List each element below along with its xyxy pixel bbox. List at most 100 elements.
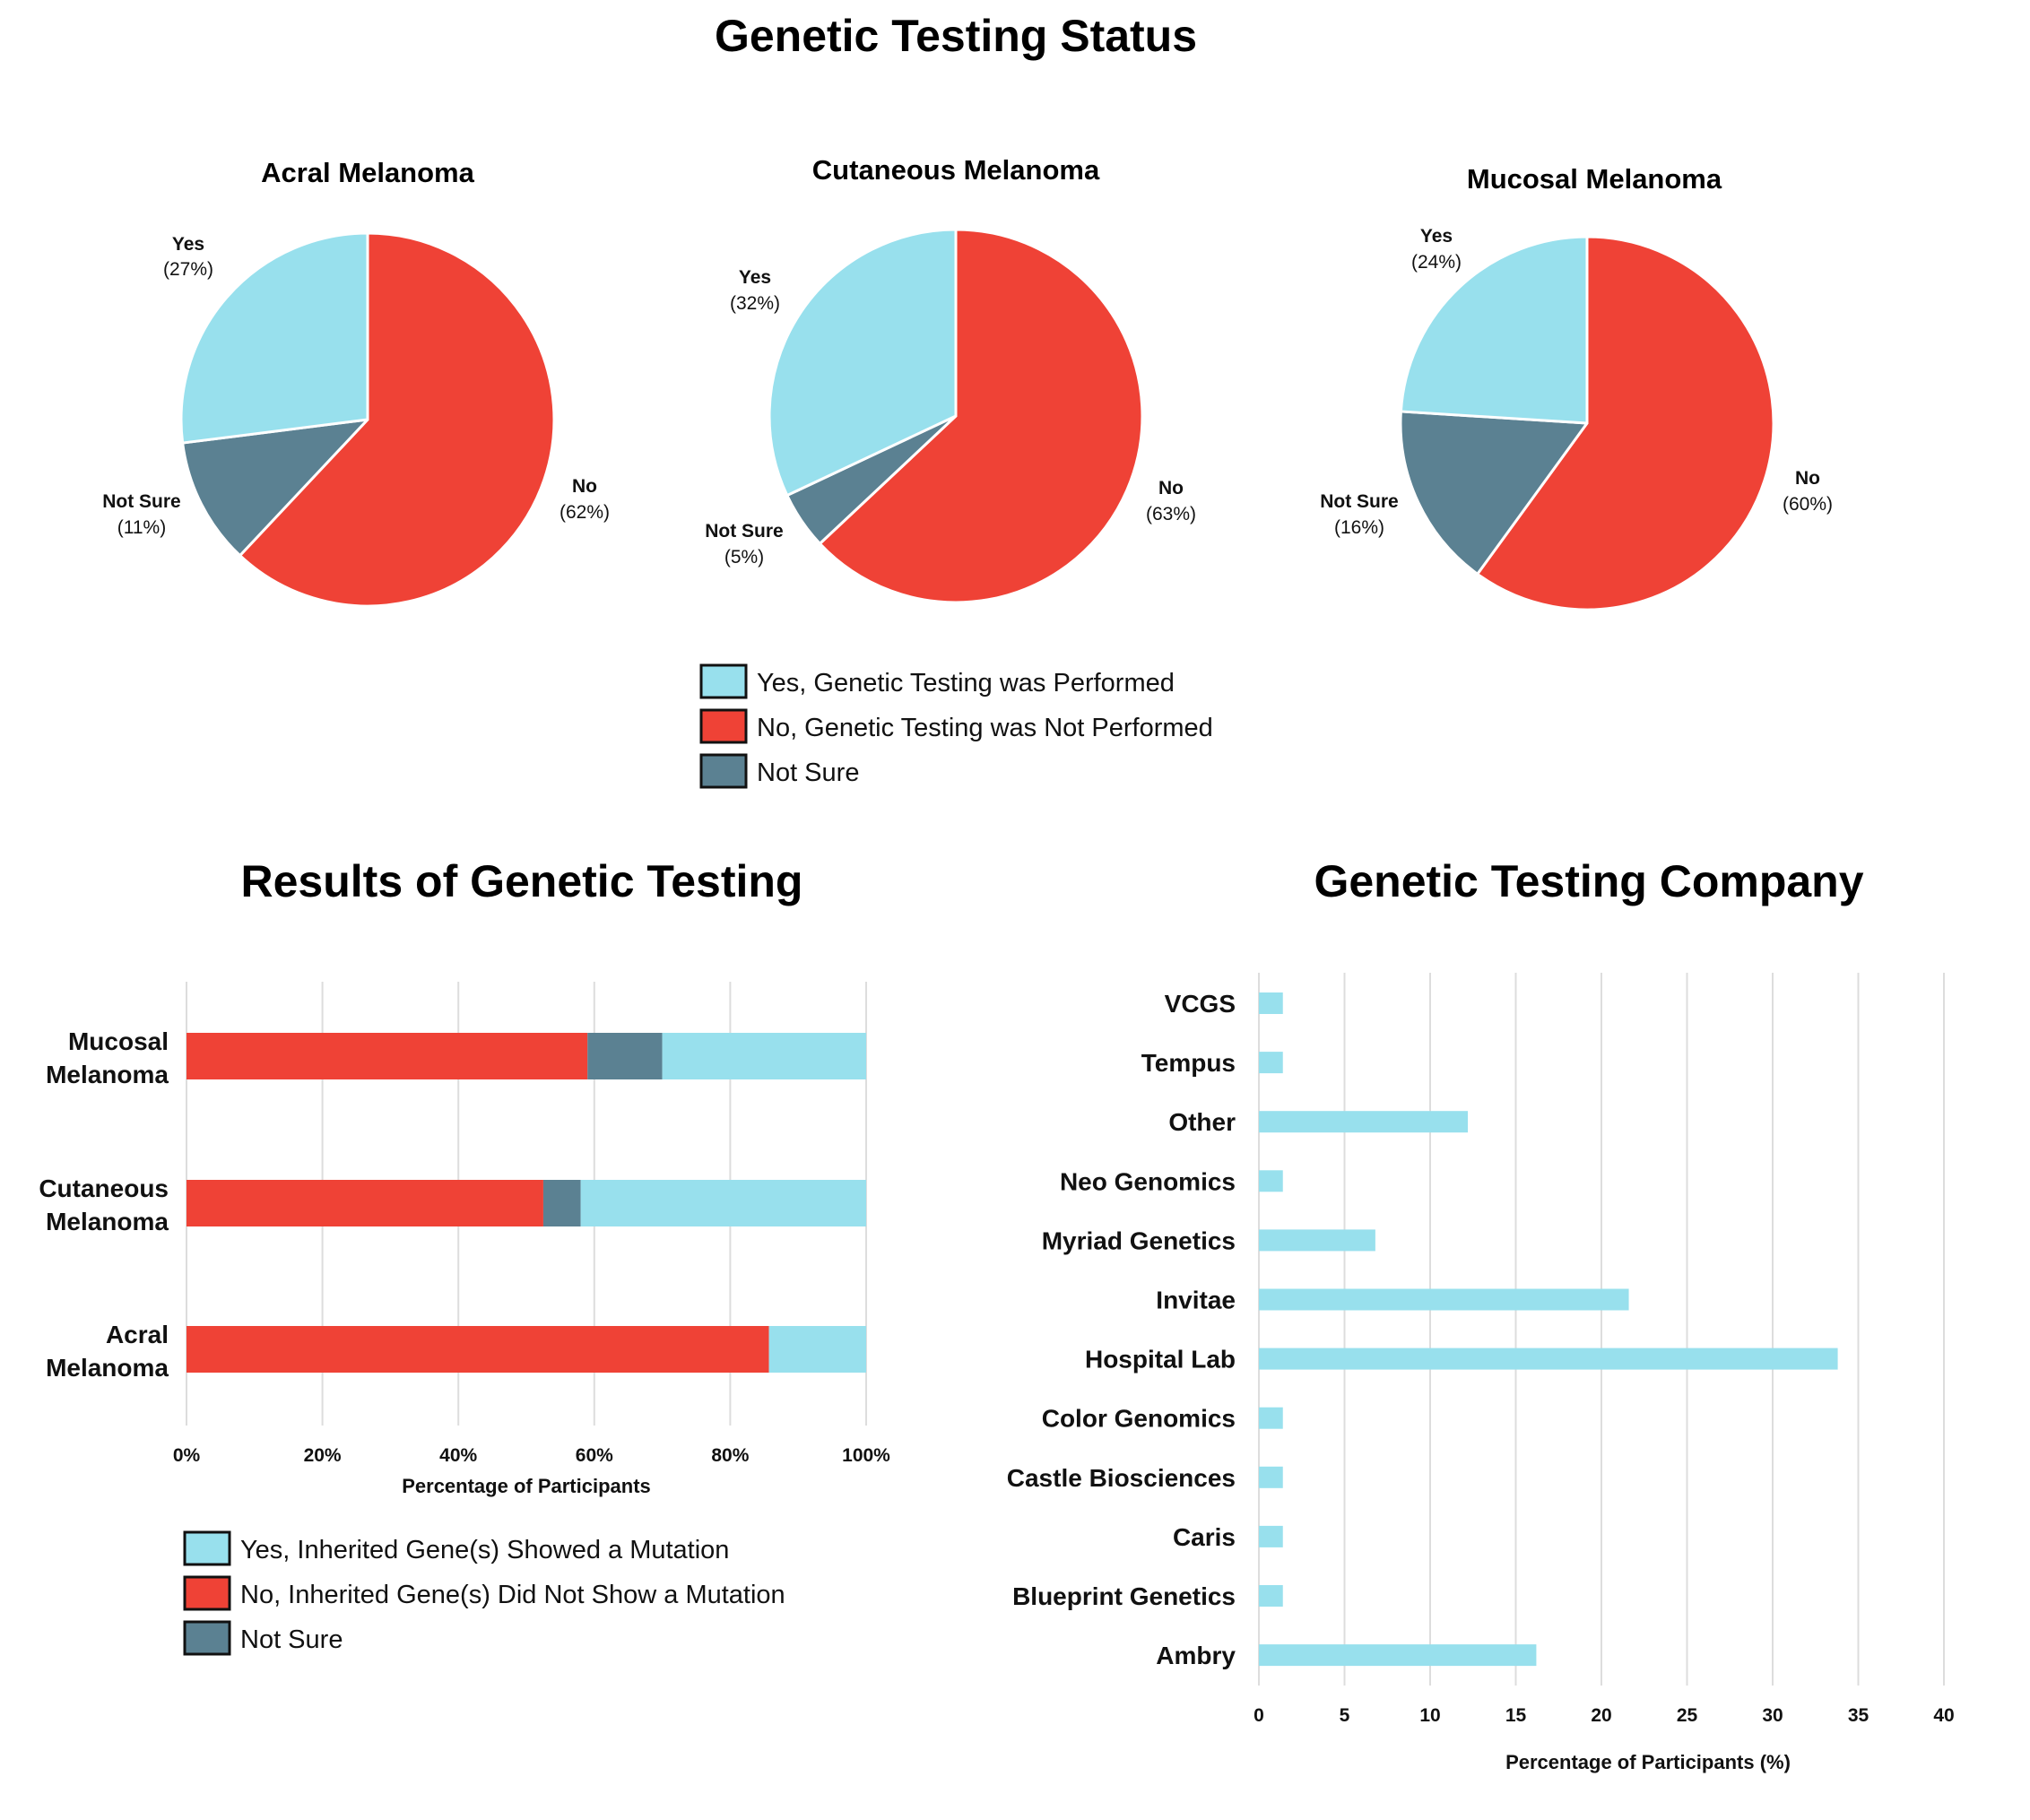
category-label: Mucosal xyxy=(68,1027,169,1055)
company-bar xyxy=(1259,1585,1283,1607)
pie-chart-acral: Acral Melanoma No (62%) Not Sure (11%) Yes (2… xyxy=(102,157,610,608)
x-tick-label: 60% xyxy=(576,1445,613,1466)
pie-slice-not-sure xyxy=(181,418,369,558)
company-bar xyxy=(1259,1229,1375,1252)
company-bar xyxy=(1259,1111,1469,1133)
status-legend: Yes, Genetic Testing was Performed No, Ge… xyxy=(699,663,1213,789)
pie-slice-yes xyxy=(1399,235,1589,425)
x-tick-label: 20 xyxy=(1591,1705,1611,1726)
x-tick-label: 40% xyxy=(439,1445,477,1466)
x-tick-label: 35 xyxy=(1848,1705,1870,1726)
stacked-bar-segment-yes xyxy=(580,1180,866,1226)
x-tick-label: 25 xyxy=(1677,1705,1698,1726)
pie-slice-label: No xyxy=(572,476,597,497)
x-tick-label: 10 xyxy=(1419,1705,1440,1726)
category-label: Melanoma xyxy=(46,1354,169,1382)
company-bar xyxy=(1259,992,1283,1014)
x-tick-label: 20% xyxy=(304,1445,342,1466)
category-label: Cutaneous xyxy=(39,1174,169,1202)
pie-slice-no xyxy=(1476,235,1775,611)
pie-slice-yes xyxy=(768,228,958,498)
pie-slice-percent: (27%) xyxy=(163,259,213,280)
stacked-bar-segment-no xyxy=(187,1033,588,1079)
pie-slice-label: No xyxy=(1795,468,1820,489)
company-bar xyxy=(1259,1466,1283,1488)
company-label: Tempus xyxy=(1141,1049,1236,1077)
x-tick-label: 80% xyxy=(711,1445,749,1466)
category-label: Acral xyxy=(106,1321,169,1348)
company-bar xyxy=(1259,1052,1283,1074)
company-bar xyxy=(1259,1407,1283,1429)
legend-label: Not Sure xyxy=(240,1625,343,1654)
company-label: Invitae xyxy=(1156,1287,1236,1314)
pie-slice-percent: (62%) xyxy=(560,502,610,523)
x-tick-label: 0 xyxy=(1254,1705,1264,1726)
pie-slice-label: Yes xyxy=(172,234,204,255)
x-tick-label: 40 xyxy=(1933,1705,1954,1726)
legend-label: Not Sure xyxy=(757,758,859,787)
pie-slice-percent: (5%) xyxy=(724,547,764,568)
pie-slice-yes xyxy=(179,231,369,445)
legend-swatch-no xyxy=(183,1575,231,1611)
results-bar-chart: 0% 20% 40% 60% 80% 100% Percentage of Particip… xyxy=(39,982,890,1497)
pie-slice-percent: (60%) xyxy=(1783,494,1833,515)
status-heading: Genetic Testing Status xyxy=(715,11,1197,61)
x-tick-label: 100% xyxy=(842,1445,890,1466)
stacked-bar-segment-no xyxy=(187,1180,543,1226)
stacked-bar-segment-yes xyxy=(768,1326,866,1373)
company-label: Castle Biosciences xyxy=(1007,1464,1236,1492)
stacked-bar-segment-not-sure xyxy=(542,1180,581,1226)
company-bar xyxy=(1259,1170,1283,1192)
company-label: VCGS xyxy=(1165,990,1236,1018)
pie-slice-percent: (16%) xyxy=(1334,517,1384,538)
pie-slice-label: Not Sure xyxy=(705,521,784,542)
legend-label: No, Inherited Gene(s) Did Not Show a Mut… xyxy=(240,1581,785,1609)
legend-swatch-not-sure xyxy=(699,753,748,789)
company-label: Caris xyxy=(1173,1523,1236,1551)
pie-chart-cutaneous: Cutaneous Melanoma No (63%) Not Sure (5%) Ye… xyxy=(705,154,1196,604)
pie-slice-no xyxy=(818,228,1144,604)
pie-chart-mucosal: Mucosal Melanoma No (60%) Not Sure (16%) Yes… xyxy=(1320,163,1833,611)
company-bar xyxy=(1259,1288,1629,1311)
pie-slice-label: Yes xyxy=(739,267,771,288)
pie-slice-not-sure xyxy=(1399,410,1589,576)
company-bar xyxy=(1259,1348,1838,1370)
pie-slice-percent: (11%) xyxy=(117,517,166,538)
stacked-bar-segment-no xyxy=(187,1326,769,1373)
legend-swatch-yes xyxy=(699,663,748,699)
pie-slice-label: Not Sure xyxy=(102,491,181,512)
pie-title: Mucosal Melanoma xyxy=(1467,163,1722,195)
pie-title: Acral Melanoma xyxy=(261,157,475,188)
company-label: Neo Genomics xyxy=(1060,1167,1236,1195)
company-bar xyxy=(1259,1644,1537,1667)
category-label: Melanoma xyxy=(46,1208,169,1235)
stacked-bar-segment-yes xyxy=(662,1033,866,1079)
x-axis-title: Percentage of Participants (%) xyxy=(1505,1751,1791,1773)
pie-slice-label: Not Sure xyxy=(1320,491,1399,512)
company-bar-chart: 0 5 10 15 20 25 30 35 40 Percentage of Participan… xyxy=(1007,973,1955,1773)
pie-slice-label: No xyxy=(1158,478,1184,498)
company-label: Myriad Genetics xyxy=(1042,1226,1236,1254)
company-label: Blueprint Genetics xyxy=(1012,1582,1236,1610)
legend-label: Yes, Inherited Gene(s) Showed a Mutation xyxy=(240,1536,729,1564)
company-heading: Genetic Testing Company xyxy=(1314,856,1863,906)
pie-slice-percent: (63%) xyxy=(1146,504,1196,524)
legend-swatch-yes xyxy=(183,1530,231,1566)
results-legend: Yes, Inherited Gene(s) Showed a Mutation… xyxy=(183,1530,785,1656)
pie-slice-label: Yes xyxy=(1420,226,1453,247)
company-label: Ambry xyxy=(1156,1642,1236,1669)
legend-label: No, Genetic Testing was Not Performed xyxy=(757,714,1213,742)
legend-swatch-no xyxy=(699,708,748,744)
pie-title: Cutaneous Melanoma xyxy=(812,154,1100,186)
category-label: Melanoma xyxy=(46,1061,169,1088)
company-label: Hospital Lab xyxy=(1085,1346,1236,1374)
pie-slice-percent: (32%) xyxy=(730,293,780,314)
company-bar xyxy=(1259,1525,1283,1547)
stacked-bar-segment-not-sure xyxy=(587,1033,663,1079)
x-tick-label: 15 xyxy=(1505,1705,1527,1726)
company-label: Color Genomics xyxy=(1042,1405,1236,1433)
x-tick-label: 0% xyxy=(173,1445,201,1466)
pie-slice-percent: (24%) xyxy=(1411,252,1462,273)
company-label: Other xyxy=(1168,1108,1236,1136)
